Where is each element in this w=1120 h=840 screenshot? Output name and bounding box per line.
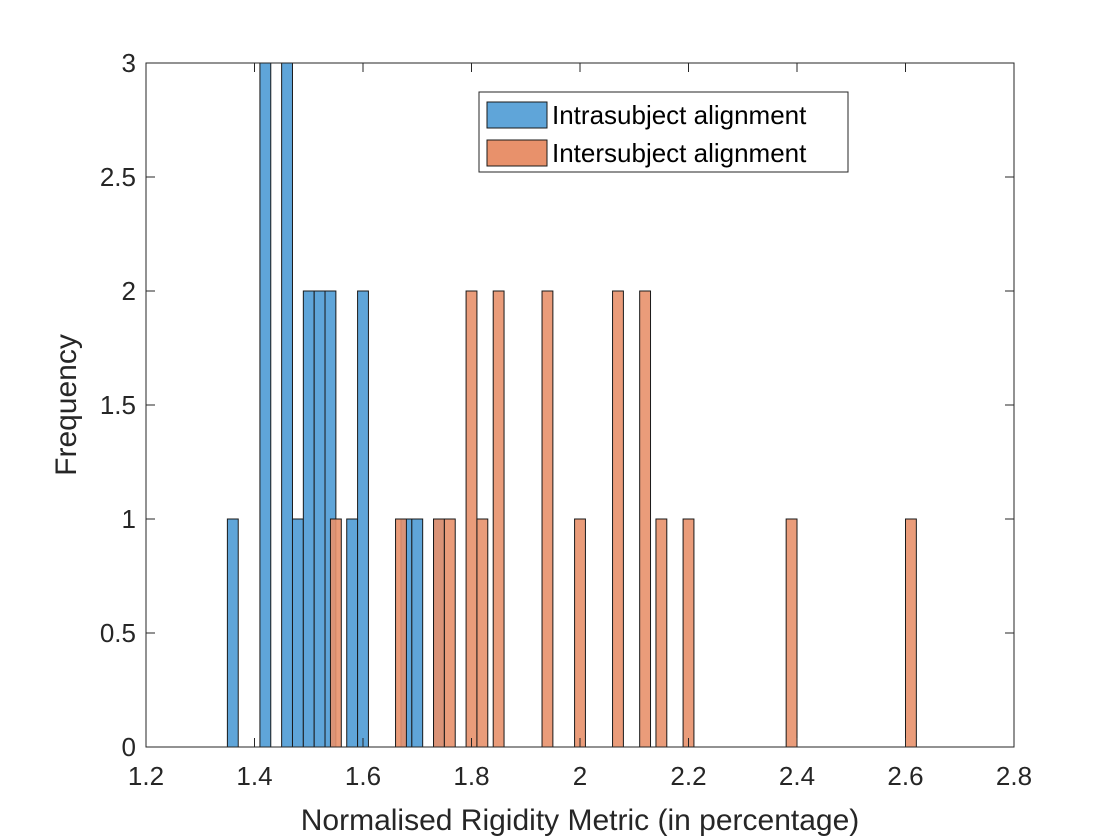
bar-intersubject-9	[612, 290, 624, 748]
bar-intrasubject-10	[411, 518, 424, 748]
bar-intersubject-3	[443, 518, 456, 748]
bar-intersubject-1	[395, 518, 407, 748]
legend-label-intersubject: Intersubject alignment	[552, 138, 807, 168]
x-tick-label-8: 2.8	[996, 761, 1032, 791]
bar-intersubject-10	[639, 290, 652, 748]
y-tick-label-4: 2	[122, 276, 136, 306]
x-tick-label-5: 2.2	[670, 761, 706, 791]
y-tick-label-6: 3	[122, 48, 136, 78]
bar-intersubject-13	[785, 518, 798, 748]
y-tick-label-1: 0.5	[100, 618, 136, 648]
x-tick-label-6: 2.4	[779, 761, 815, 791]
bar-intersubject-5	[476, 518, 489, 748]
bar-intersubject-6	[492, 290, 505, 748]
bar-intersubject-4	[465, 290, 478, 748]
bar-intersubject-11	[655, 518, 668, 748]
y-tick-label-5: 2.5	[100, 162, 136, 192]
bar-intrasubject-1	[259, 62, 272, 748]
y-tick-label-0: 0	[122, 732, 136, 762]
bar-intersubject-0	[329, 518, 342, 748]
bar-intersubject-8	[574, 518, 586, 748]
bar-intersubject-7	[541, 290, 554, 748]
x-axis-ticks: 1.2 1.4 1.6 1.8 2 2.2 2.4 2.6 2.8	[128, 63, 1032, 791]
x-tick-label-7: 2.6	[887, 761, 923, 791]
y-tick-label-2: 1	[122, 504, 136, 534]
bar-intrasubject-0	[226, 518, 239, 748]
y-axis-ticks: 0 0.5 1 1.5 2 2.5 3	[100, 48, 1014, 762]
x-tick-label-0: 1.2	[128, 761, 164, 791]
legend-label-intrasubject: Intrasubject alignment	[552, 100, 807, 130]
x-tick-label-1: 1.4	[236, 761, 272, 791]
x-tick-label-3: 1.8	[453, 761, 489, 791]
bar-intrasubject-4	[302, 290, 315, 748]
legend-swatch-intrasubject	[486, 101, 548, 129]
legend-swatch-intersubject	[486, 139, 548, 167]
y-axis-title: Frequency	[50, 334, 83, 476]
bar-intersubject-14	[905, 518, 917, 748]
bar-intrasubject-3	[291, 518, 304, 748]
bar-intrasubject-5	[313, 290, 326, 748]
legend: Intrasubject alignment Intersubject alig…	[478, 91, 849, 173]
x-tick-label-2: 1.6	[345, 761, 381, 791]
bar-intrasubject-7	[346, 518, 359, 748]
x-tick-label-4: 2	[573, 761, 587, 791]
x-axis-title: Normalised Rigidity Metric (in percentag…	[301, 804, 860, 837]
bar-intrasubject-2	[281, 62, 293, 748]
y-tick-label-3: 1.5	[100, 390, 136, 420]
bar-intersubject-2	[433, 518, 445, 748]
bar-intrasubject-8	[357, 290, 369, 748]
bar-intersubject-12	[682, 518, 695, 748]
